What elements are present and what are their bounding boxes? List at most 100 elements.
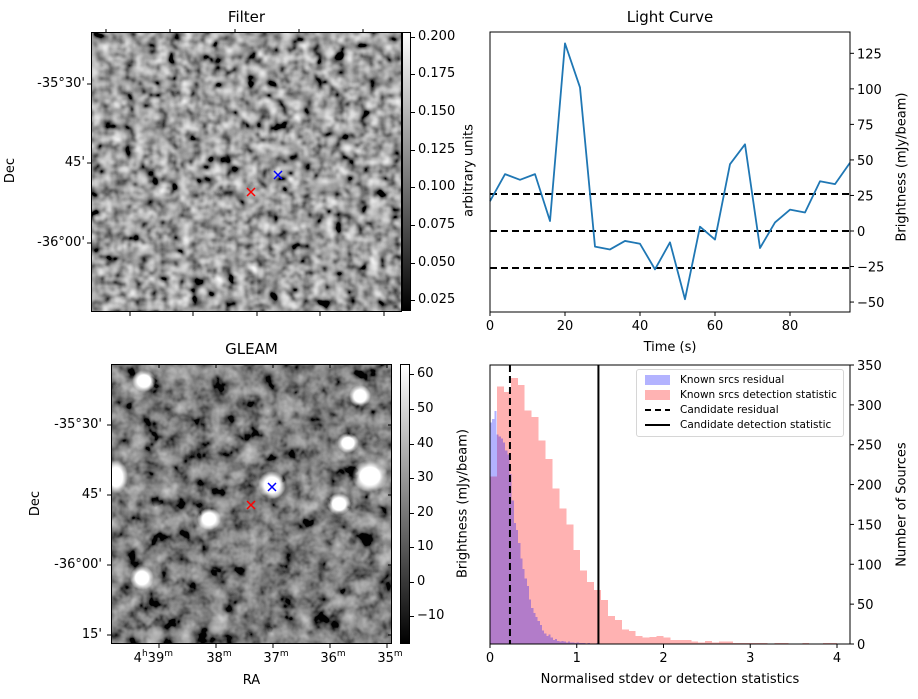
histogram-bar [531, 608, 534, 644]
x-tick-label: 40 [632, 319, 649, 334]
y-tick-label: 200 [857, 479, 882, 494]
histogram-bar [545, 459, 553, 644]
histogram-bar [503, 442, 506, 644]
histogram-bar [548, 634, 551, 644]
colorbar-tick-label: 0.050 [418, 254, 456, 270]
histogram-bar [635, 636, 643, 644]
gleam-ylabel: Dec [28, 490, 44, 517]
histogram-bar [516, 530, 519, 644]
y-tick-label: 100 [857, 83, 882, 98]
colorbar-tick-mark [411, 74, 415, 76]
histogram-bar [535, 616, 538, 644]
histogram-bar [529, 599, 532, 644]
y-tick-label: 75 [857, 118, 874, 133]
histogram-bar [490, 476, 497, 644]
histogram-bar [510, 377, 518, 644]
histogram-bar [572, 642, 575, 644]
x-tick-label: 1 [573, 651, 581, 666]
histogram-bar [684, 640, 692, 644]
histogram-bar [573, 549, 581, 644]
colorbar-tick-label: 20 [417, 504, 434, 520]
histogram-bar [563, 641, 566, 644]
lightcurve-xlabel: Time (s) [643, 340, 697, 355]
gleam-ytick: -36°00' [54, 557, 102, 572]
colorbar-tick-mark [411, 111, 415, 113]
histogram-bar [539, 624, 543, 644]
filter-colorbar [402, 32, 411, 311]
filter-ytick: -36°00' [37, 235, 85, 250]
lightcurve-title: Light Curve [626, 8, 714, 26]
colorbar-tick-label: 0.025 [418, 292, 456, 308]
histogram-bar [490, 422, 493, 644]
histogram-bar [621, 629, 629, 644]
histogram-bar [496, 386, 504, 644]
histogram-xlabel: Normalised stdev or detection statistics [540, 672, 800, 687]
gleam-ytick: -35°30' [54, 417, 102, 432]
colorbar-tick-mark [410, 616, 414, 618]
colorbar-tick-label: 0.175 [418, 66, 456, 82]
y-tick-label: 125 [857, 47, 882, 62]
legend-label: Candidate residual [680, 404, 779, 416]
filter-axis-ticks [87, 29, 385, 316]
legend-swatch-residual [645, 375, 670, 385]
histogram-bar [670, 640, 678, 644]
histogram-bar [607, 616, 615, 644]
histogram-bar [698, 642, 706, 644]
histogram-bar [494, 411, 497, 644]
y-tick-label: 0 [857, 638, 865, 653]
histogram-bar [576, 642, 579, 644]
gleam-ytick: 45' [81, 487, 102, 502]
legend-item: Candidate residual [645, 403, 779, 417]
filter-known-source-marker [273, 170, 283, 180]
legend-label: Known srcs detection statistic [680, 389, 837, 401]
gleam-image [111, 364, 392, 644]
colorbar-tick-label: 0 [417, 573, 426, 589]
colorbar-tick-mark [411, 187, 415, 189]
colorbar-tick-mark [411, 36, 415, 38]
histogram-bar [656, 636, 664, 644]
colorbar-tick-label: 0.075 [418, 217, 456, 233]
histogram-bar [517, 384, 525, 644]
histogram-bar [642, 637, 650, 644]
legend-item: Known srcs residual [645, 373, 784, 387]
histogram-frame [489, 364, 851, 645]
histogram-bar [492, 419, 495, 644]
y-tick-label: 350 [857, 359, 882, 374]
colorbar-tick-label: 60 [417, 366, 434, 382]
histogram-bar [677, 640, 685, 644]
y-tick-label: −25 [857, 261, 884, 276]
histogram-bar [719, 641, 726, 644]
histogram-bar [550, 637, 553, 644]
filter-ylabel: Dec [3, 157, 19, 184]
gleam-axis-ticks [107, 424, 388, 648]
histogram-bar [522, 569, 525, 644]
colorbar-tick-mark [411, 225, 415, 227]
histogram-bar [518, 542, 521, 644]
x-tick-label: 0 [486, 319, 494, 334]
histogram-bar [509, 474, 512, 644]
gleam-sources [111, 370, 389, 643]
filter-image [91, 32, 402, 312]
colorbar-tick-label: 0.200 [418, 28, 456, 44]
histogram-bar [524, 578, 527, 644]
colorbar-tick-label: 0.100 [418, 179, 456, 195]
histogram-bar [524, 410, 532, 644]
y-tick-label: −50 [857, 296, 884, 311]
lightcurve-ylabel: Brightness (mJy/beam) [894, 92, 910, 242]
histogram-bar [712, 642, 720, 644]
gleam-colorbar [400, 364, 410, 644]
histogram-bar [531, 416, 539, 644]
lightcurve-plot: 0 20 40 60 80 125 100 75 50 25 0 −25 −50 [486, 31, 884, 334]
legend-item: Candidate detection statistic [645, 418, 831, 432]
histogram-bar [507, 454, 510, 644]
histogram-bar [561, 640, 564, 644]
x-tick-label: 20 [557, 319, 574, 334]
colorbar-tick-mark [411, 262, 415, 264]
histogram-bar [513, 522, 517, 644]
x-tick-label: 80 [782, 319, 799, 334]
colorbar-tick-mark [411, 300, 415, 302]
histogram-bar [552, 640, 556, 644]
gleam-xtick: 35m [377, 649, 403, 666]
histogram-bar [568, 641, 571, 644]
colorbar-tick-label: 50 [417, 400, 434, 416]
